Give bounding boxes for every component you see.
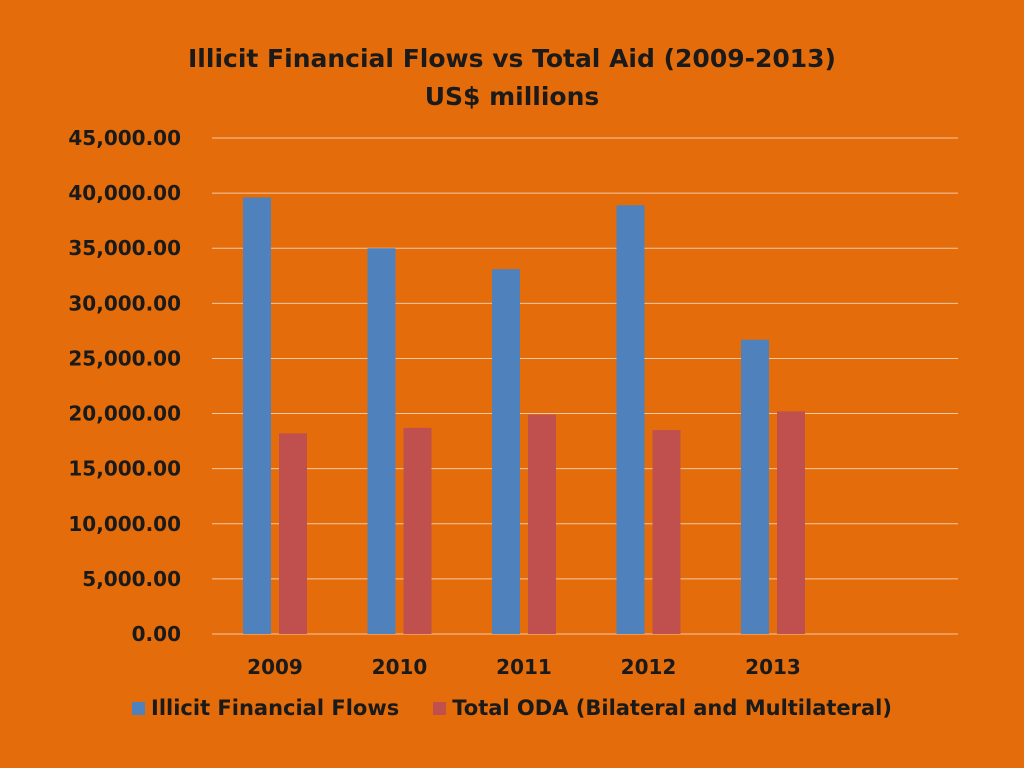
chart-title: Illicit Financial Flows vs Total Aid (20… [188,44,836,73]
y-tick-label: 25,000.00 [68,346,181,370]
x-tick-label: 2013 [745,655,801,679]
bar-total-oda [777,411,805,634]
chart-title-block: Illicit Financial Flows vs Total Aid (20… [0,40,1024,116]
bar-total-oda [279,433,307,634]
y-tick-label: 15,000.00 [68,457,181,481]
x-tick-label: 2009 [247,655,303,679]
bar-illicit-flows [243,197,271,634]
x-tick-label: 2012 [621,655,677,679]
y-tick-label: 30,000.00 [68,291,181,315]
bar-illicit-flows [741,339,769,634]
bar-total-oda [652,430,681,634]
legend-label-illicit-flows: Illicit Financial Flows [151,696,400,720]
bar-illicit-flows [367,248,396,634]
legend-item-total-oda: Total ODA (Bilateral and Multilateral) [433,696,892,720]
legend-label-total-oda: Total ODA (Bilateral and Multilateral) [452,696,892,720]
bar-total-oda [403,427,432,634]
bar-total-oda [528,414,556,634]
y-tick-label: 40,000.00 [68,181,181,205]
y-tick-label: 5,000.00 [82,567,181,591]
chart-subtitle: US$ millions [424,82,600,111]
y-tick-label: 45,000.00 [68,126,181,150]
y-tick-label: 35,000.00 [68,236,181,260]
bar-illicit-flows [492,269,520,634]
bar-illicit-flows [616,205,645,635]
x-tick-label: 2010 [372,655,428,679]
y-tick-label: 0.00 [132,622,181,646]
x-tick-label: 2011 [496,655,552,679]
y-tick-label: 20,000.00 [68,402,181,426]
legend-swatch-total-oda [433,701,447,715]
legend-item-illicit-flows: Illicit Financial Flows [132,696,399,720]
bar-chart: 0.00 5,000.00 10,000.00 15,000.00 20,000.00 2… [68,126,958,679]
y-tick-label: 10,000.00 [68,512,181,536]
legend: Illicit Financial Flows Total ODA (Bilat… [0,696,1024,720]
legend-swatch-illicit-flows [132,701,146,715]
